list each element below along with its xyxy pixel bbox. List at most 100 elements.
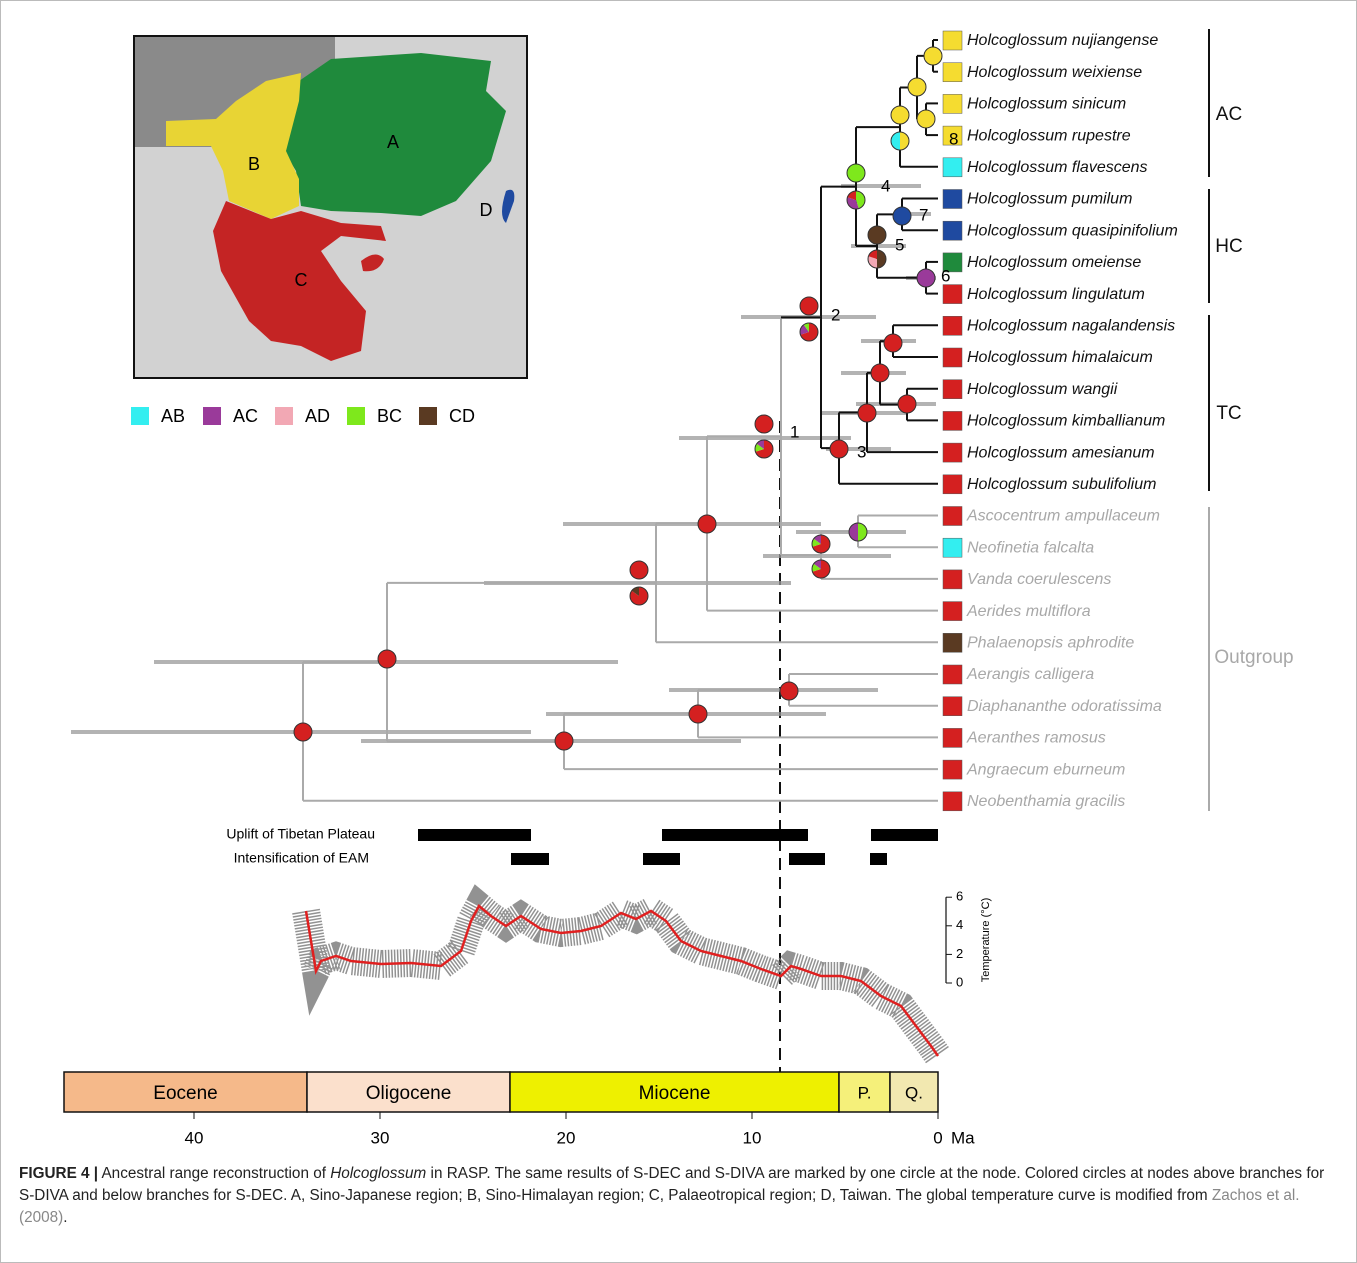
taxon-name: Holcoglossum weixiense (967, 64, 1142, 81)
legend-label: AD (305, 406, 330, 426)
taxon-name: Holcoglossum nujiangense (967, 32, 1158, 49)
taxon-area (943, 31, 962, 50)
time-tick-label: 0 (933, 1128, 942, 1147)
taxon-name: Holcoglossum kimballianum (967, 413, 1165, 430)
node-state (847, 164, 865, 182)
taxon-area (943, 633, 962, 652)
event-label: Uplift of Tibetan Plateau (226, 826, 375, 842)
taxon-name: Holcoglossum nagalandensis (967, 318, 1175, 335)
taxon-name: Holcoglossum sinicum (967, 96, 1126, 113)
node-number: 4 (881, 176, 890, 195)
node-state (884, 334, 902, 352)
taxon-area (943, 348, 962, 367)
taxon-name: Angraecum eburneum (966, 761, 1125, 778)
node-pie (868, 250, 886, 268)
taxon-area (943, 63, 962, 82)
event-bar (871, 829, 938, 841)
temperature-axis-label: Temperature (°C) (980, 898, 992, 982)
node-state (917, 110, 935, 128)
taxon-area (943, 728, 962, 747)
taxon-area (943, 221, 962, 240)
taxon-name: Aeranthes ramosus (966, 730, 1106, 747)
taxon-area (943, 158, 962, 177)
clade-label: HC (1215, 236, 1242, 257)
node-pie (630, 587, 648, 605)
map-region-label: A (387, 132, 399, 152)
map-region-label: C (295, 270, 308, 290)
taxon-name: Ascocentrum ampullaceum (966, 508, 1160, 525)
taxon-name: Holcoglossum quasipinifolium (967, 222, 1178, 239)
node-state (630, 561, 648, 579)
event-bar (870, 853, 887, 865)
taxon-area (943, 411, 962, 430)
node-state (830, 440, 848, 458)
event-bar (418, 829, 531, 841)
node-pie (812, 535, 830, 553)
figure-page: ABCDABACADBCCDHolcoglossum nujiangenseHo… (0, 0, 1357, 1263)
node-state (868, 226, 886, 244)
event-bar (511, 853, 549, 865)
taxon-area (943, 538, 962, 557)
pie-slice (877, 250, 886, 268)
legend-swatch (347, 407, 365, 425)
event-bar (789, 853, 825, 865)
legend-swatch (419, 407, 437, 425)
temperature-tick-label: 4 (956, 917, 963, 932)
taxon-name: Holcoglossum pumilum (967, 191, 1132, 208)
node-state (378, 650, 396, 668)
temperature-tick-label: 2 (956, 946, 963, 961)
node-number: 3 (857, 442, 866, 461)
node-pie (847, 191, 865, 209)
node-state (908, 78, 926, 96)
taxon-name: Holcoglossum omeiense (967, 254, 1141, 271)
node-state (858, 404, 876, 422)
event-bar (662, 829, 808, 841)
taxon-name: Aerangis calligera (966, 666, 1094, 683)
node-state (891, 106, 909, 124)
taxon-area (943, 665, 962, 684)
taxon-area (943, 316, 962, 335)
event-label: Intensification of EAM (234, 850, 369, 866)
taxon-area (943, 285, 962, 304)
node-number: 7 (919, 205, 928, 224)
taxon-area (943, 507, 962, 526)
event-bar (643, 853, 680, 865)
taxon-area (943, 760, 962, 779)
map-region-label: D (480, 200, 493, 220)
caption-genus: Holcoglossum (330, 1165, 426, 1182)
node-number: 6 (941, 266, 950, 285)
node-state (893, 207, 911, 225)
node-state (555, 732, 573, 750)
clade-label: TC (1216, 403, 1241, 424)
taxon-name: Holcoglossum himalaicum (967, 349, 1153, 366)
map-region-label: B (248, 154, 260, 174)
epoch-label: Q. (905, 1083, 923, 1102)
taxon-name: Holcoglossum lingulatum (967, 286, 1145, 303)
taxon-name: Holcoglossum wangii (967, 381, 1118, 398)
clade-label: Outgroup (1214, 647, 1293, 668)
taxon-area (943, 443, 962, 462)
time-tick-label: 10 (743, 1128, 762, 1147)
legend-label: AC (233, 406, 258, 426)
pie-slice (849, 523, 858, 541)
node-pie (812, 560, 830, 578)
clade-label: AC (1216, 104, 1242, 125)
pie-slice (900, 132, 909, 150)
legend-swatch (275, 407, 293, 425)
taxon-area (943, 380, 962, 399)
node-pie (849, 523, 867, 541)
taxon-area (943, 94, 962, 113)
temperature-tick-label: 6 (956, 889, 963, 904)
legend-label: BC (377, 406, 402, 426)
caption-label: FIGURE 4 | (19, 1165, 98, 1182)
epoch-label: Oligocene (366, 1083, 452, 1104)
pie-slice (891, 132, 900, 150)
taxon-name: Aerides multiflora (966, 603, 1091, 620)
taxon-name: Neobenthamia gracilis (967, 793, 1125, 810)
time-tick-label: 30 (371, 1128, 390, 1147)
node-pie (891, 132, 909, 150)
legend-label: CD (449, 406, 475, 426)
temperature-tick-label: 0 (956, 974, 963, 989)
taxon-name: Neofinetia falcalta (967, 539, 1094, 556)
